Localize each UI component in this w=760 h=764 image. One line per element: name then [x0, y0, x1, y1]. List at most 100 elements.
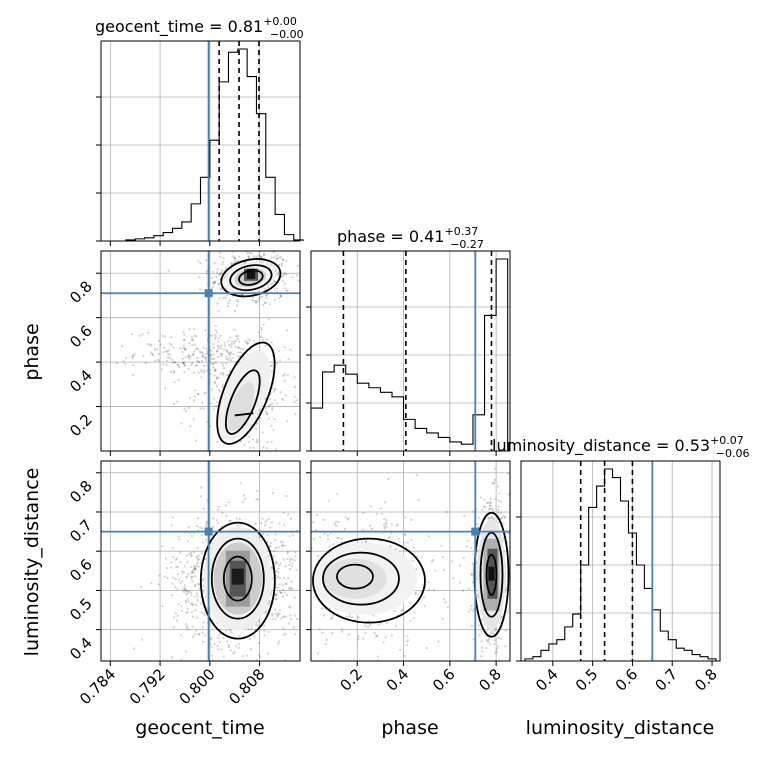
- scatter-point: [191, 339, 194, 342]
- scatter-point: [335, 524, 338, 527]
- scatter-point: [244, 497, 247, 500]
- scatter-point: [234, 257, 237, 260]
- scatter-point: [351, 616, 354, 619]
- scatter-point: [491, 507, 494, 510]
- scatter-point: [228, 354, 231, 357]
- scatter-point: [303, 594, 305, 596]
- scatter-point: [191, 615, 194, 618]
- scatter-point: [280, 569, 282, 571]
- scatter-point: [187, 572, 190, 576]
- hist-geocent-time: [96, 40, 304, 246]
- contour-level: [199, 521, 276, 640]
- scatter-point: [372, 614, 375, 617]
- scatter-point: [393, 609, 396, 612]
- scatter-point: [190, 575, 193, 578]
- scatter-point: [227, 645, 230, 649]
- scatter-point: [219, 372, 222, 375]
- scatter-point: [227, 340, 230, 343]
- scatter-point: [242, 500, 245, 503]
- scatter-point: [265, 294, 268, 297]
- scatter-point: [147, 331, 150, 334]
- scatter-point: [222, 348, 225, 351]
- scatter-point: [191, 339, 194, 342]
- scatter-point: [294, 555, 297, 558]
- scatter-point: [225, 357, 228, 360]
- scatter-point: [214, 368, 217, 371]
- scatter-point: [209, 354, 212, 357]
- scatter-point: [221, 371, 224, 375]
- scatter-point: [212, 362, 215, 366]
- scatter-point: [189, 425, 192, 428]
- scatter-point: [377, 655, 380, 658]
- scatter-point: [255, 255, 258, 259]
- scatter-point: [304, 673, 306, 675]
- scatter-point: [331, 614, 334, 617]
- scatter-point: [221, 511, 224, 514]
- panel-frame: [100, 460, 301, 662]
- scatter-point: [195, 556, 198, 559]
- scatter-point: [172, 626, 175, 629]
- scatter-point: [289, 517, 293, 520]
- scatter-point: [238, 642, 241, 646]
- scatter-point: [247, 255, 250, 258]
- scatter-point: [248, 638, 251, 641]
- scatter-point: [308, 598, 310, 600]
- scatter-point: [195, 364, 198, 367]
- scatter-point: [236, 299, 240, 303]
- scatter-point: [275, 258, 278, 261]
- scatter-point: [446, 606, 449, 609]
- scatter-point: [216, 340, 220, 343]
- grid: [311, 251, 510, 451]
- scatter-point: [172, 402, 175, 405]
- scatter-point: [249, 446, 252, 449]
- scatter-point: [479, 496, 483, 499]
- scatter-point: [273, 298, 276, 301]
- scatter-point: [498, 492, 501, 495]
- scatter-point: [204, 329, 207, 332]
- scatter-point: [294, 633, 297, 636]
- scatter-point: [201, 353, 205, 356]
- scatter-point: [272, 555, 276, 558]
- scatter-point: [328, 607, 332, 610]
- scatter-point: [226, 640, 229, 643]
- scatter-point: [472, 510, 475, 513]
- scatter-point: [154, 359, 157, 362]
- scatter-point: [497, 505, 500, 508]
- scatter-point: [267, 286, 270, 289]
- scatter-point: [195, 335, 198, 338]
- scatter-point: [271, 402, 274, 405]
- scatter-point: [218, 641, 221, 644]
- scatter-point: [195, 347, 198, 350]
- scatter-point: [268, 303, 271, 306]
- scatter-point: [476, 549, 479, 552]
- scatter-point: [186, 607, 190, 610]
- scatter-point: [442, 555, 445, 559]
- scatter-point: [357, 638, 360, 641]
- scatter-point: [226, 374, 229, 377]
- scatter-point: [177, 603, 180, 606]
- scatter-point: [293, 596, 296, 599]
- contour-level: [479, 531, 504, 618]
- scatter-point: [254, 248, 256, 250]
- scatter-point: [387, 536, 390, 539]
- scatter-point: [253, 635, 256, 638]
- scatter-point: [200, 552, 203, 555]
- scatter-point: [188, 590, 191, 593]
- scatter-point: [202, 541, 205, 544]
- scatter-point: [491, 515, 494, 519]
- scatter-point: [279, 294, 282, 297]
- scatter-point: [289, 606, 292, 609]
- scatter-point: [282, 258, 285, 261]
- scatter-point: [428, 588, 431, 592]
- scatter-point: [176, 619, 179, 622]
- scatter-point: [196, 517, 199, 520]
- scatter-point: [169, 566, 173, 569]
- scatter-point: [382, 523, 385, 526]
- x-tick-label: 0.800: [176, 665, 219, 708]
- scatter-point: [280, 591, 283, 594]
- contour-level: [234, 412, 254, 417]
- scatter-point: [170, 656, 173, 659]
- scatter-point: [293, 386, 297, 389]
- scatter-point: [282, 588, 285, 591]
- panel-frame: [310, 250, 511, 452]
